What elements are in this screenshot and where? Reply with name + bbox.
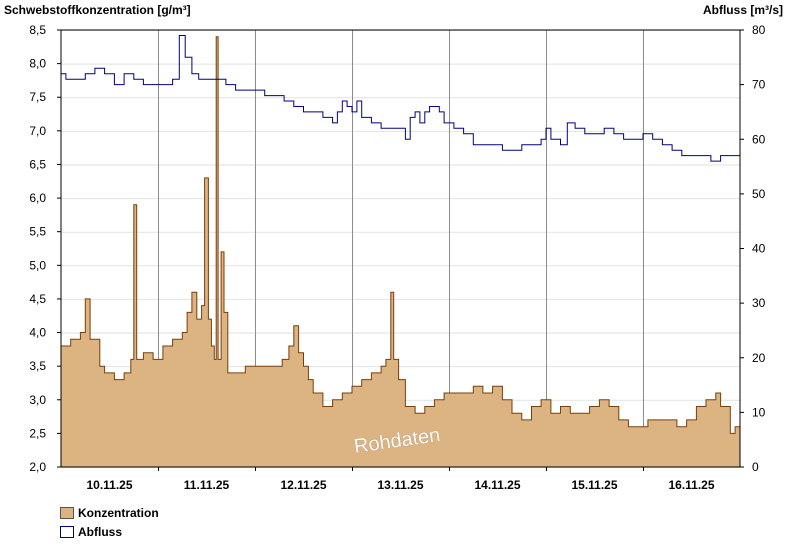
right-tick-label: 10 [752, 405, 766, 419]
x-tick-label: 10.11.25 [86, 478, 132, 492]
left-tick-label: 3,0 [29, 393, 46, 407]
right-tick-label: 0 [752, 460, 759, 474]
konzentration-swatch [60, 507, 74, 519]
x-tick-label: 16.11.25 [668, 478, 714, 492]
left-tick-label: 8,0 [29, 57, 46, 71]
left-tick-label: 4,5 [29, 292, 46, 306]
abfluss-line [61, 35, 741, 167]
legend-label-konzentration: Konzentration [78, 506, 159, 520]
right-tick-label: 70 [752, 78, 766, 92]
x-tick-label: 15.11.25 [571, 478, 617, 492]
konzentration-area [60, 36, 741, 468]
legend-label-abfluss: Abfluss [78, 525, 123, 539]
right-tick-label: 20 [752, 351, 766, 365]
left-tick-label: 5,0 [29, 258, 46, 272]
abfluss-swatch [60, 526, 74, 538]
left-tick-label: 2,0 [29, 460, 46, 474]
legend-item-konzentration: Konzentration [60, 506, 159, 520]
left-tick-label: 4,0 [29, 326, 46, 340]
left-tick-label: 5,5 [29, 225, 46, 239]
right-axis-title: Abfluss [m³/s] [703, 3, 783, 17]
left-tick-label: 6,0 [29, 191, 46, 205]
left-tick-label: 7,5 [29, 90, 46, 104]
x-tick-label: 12.11.25 [280, 478, 326, 492]
right-tick-label: 40 [752, 242, 766, 256]
left-tick-label: 7,0 [29, 124, 46, 138]
left-y-axis: 2,0 2,5 3,0 3,5 4,0 4,5 5,0 5,5 6,0 6,5 7,0 7,5 8,0 8… [29, 23, 61, 474]
left-tick-label: 6,5 [29, 157, 46, 171]
left-tick-label: 8,5 [29, 23, 46, 37]
right-tick-label: 80 [752, 23, 766, 37]
right-tick-label: 50 [752, 187, 766, 201]
left-tick-label: 2,5 [29, 426, 46, 440]
x-tick-label: 11.11.25 [184, 478, 230, 492]
left-tick-label: 3,5 [29, 359, 46, 373]
right-tick-label: 60 [752, 132, 766, 146]
right-y-axis: 0 10 20 30 40 50 60 70 80 [740, 23, 766, 474]
x-tick-label: 14.11.25 [474, 478, 520, 492]
x-axis: 10.11.25 11.11.25 12.11.25 13.11.25 14.11.25… [86, 467, 715, 492]
x-tick-label: 13.11.25 [377, 478, 423, 492]
right-tick-label: 30 [752, 296, 766, 310]
legend-item-abfluss: Abfluss [60, 525, 122, 539]
left-axis-title: Schwebstoffkonzentration [g/m³] [4, 3, 191, 17]
